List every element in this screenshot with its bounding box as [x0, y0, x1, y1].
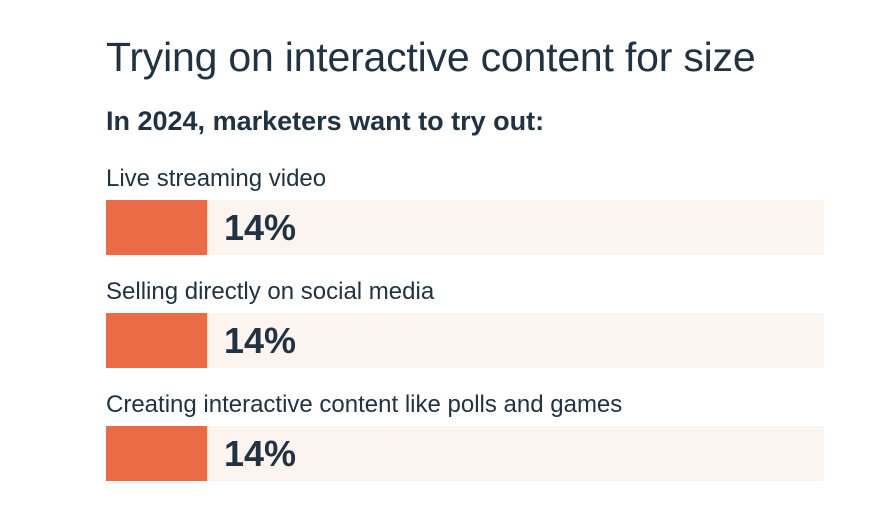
bar-value-label: 14%	[224, 320, 297, 361]
bar-track: 14%	[106, 426, 824, 481]
bar-row: Selling directly on social media 14%	[106, 277, 824, 390]
bar-track: 14%	[106, 200, 824, 255]
bar-value-label: 14%	[224, 207, 297, 248]
bar-chart: Live streaming video 14% Selling directl…	[106, 164, 824, 503]
bar-category-label: Creating interactive content like polls …	[106, 391, 623, 418]
bar-row: Live streaming video 14%	[106, 164, 824, 277]
bar-fill	[106, 200, 207, 255]
bar-category-label: Selling directly on social media	[106, 278, 435, 305]
bar-fill	[106, 313, 207, 368]
bar-row: Creating interactive content like polls …	[106, 390, 824, 503]
bar-track: 14%	[106, 313, 824, 368]
bar-category-label: Live streaming video	[106, 165, 327, 192]
chart-subtitle: In 2024, marketers want to try out:	[106, 106, 545, 136]
bar-fill	[106, 426, 207, 481]
chart-title: Trying on interactive content for size	[106, 34, 756, 80]
bar-value-label: 14%	[224, 433, 297, 474]
